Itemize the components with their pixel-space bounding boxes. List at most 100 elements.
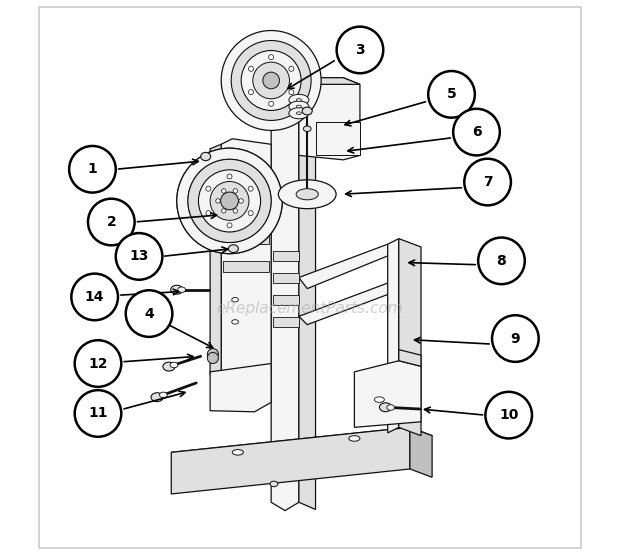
Ellipse shape <box>374 397 384 402</box>
Text: 11: 11 <box>88 406 108 421</box>
Ellipse shape <box>206 186 211 191</box>
Polygon shape <box>171 427 432 461</box>
Ellipse shape <box>289 101 309 112</box>
Ellipse shape <box>221 192 239 210</box>
Polygon shape <box>399 239 421 436</box>
Ellipse shape <box>278 180 336 209</box>
Ellipse shape <box>303 126 311 132</box>
Ellipse shape <box>241 51 301 110</box>
Ellipse shape <box>296 99 301 101</box>
Text: 5: 5 <box>446 87 456 102</box>
Circle shape <box>464 159 511 205</box>
Ellipse shape <box>289 108 309 119</box>
Ellipse shape <box>232 450 244 455</box>
Ellipse shape <box>349 436 360 441</box>
Ellipse shape <box>188 159 271 243</box>
Ellipse shape <box>178 287 185 292</box>
Polygon shape <box>171 427 410 494</box>
Polygon shape <box>210 144 221 375</box>
Ellipse shape <box>270 481 278 487</box>
Text: 14: 14 <box>85 290 104 304</box>
Circle shape <box>207 352 218 364</box>
Ellipse shape <box>268 101 273 107</box>
Ellipse shape <box>221 193 238 209</box>
Ellipse shape <box>249 89 254 94</box>
Circle shape <box>492 315 539 362</box>
Polygon shape <box>273 317 299 327</box>
Ellipse shape <box>210 181 249 220</box>
Polygon shape <box>223 233 270 244</box>
Text: 9: 9 <box>510 331 520 346</box>
Polygon shape <box>299 78 360 160</box>
Ellipse shape <box>263 72 280 89</box>
Ellipse shape <box>201 152 211 161</box>
Polygon shape <box>271 61 299 511</box>
Text: 7: 7 <box>483 175 492 189</box>
Circle shape <box>207 349 218 360</box>
Polygon shape <box>299 78 360 84</box>
Polygon shape <box>299 61 316 509</box>
Text: 13: 13 <box>130 249 149 264</box>
Polygon shape <box>388 239 399 433</box>
Ellipse shape <box>227 174 232 179</box>
Text: 3: 3 <box>355 43 365 57</box>
Ellipse shape <box>233 189 237 193</box>
Ellipse shape <box>228 245 239 253</box>
Ellipse shape <box>253 62 290 99</box>
Circle shape <box>453 109 500 155</box>
Polygon shape <box>316 122 360 155</box>
Text: 8: 8 <box>497 254 507 268</box>
Ellipse shape <box>159 392 167 398</box>
Polygon shape <box>221 139 271 377</box>
Ellipse shape <box>198 170 260 232</box>
Ellipse shape <box>239 199 243 203</box>
Ellipse shape <box>232 297 239 302</box>
Polygon shape <box>399 350 421 366</box>
Text: 12: 12 <box>88 356 108 371</box>
Ellipse shape <box>379 403 392 412</box>
Circle shape <box>478 238 525 284</box>
Text: 4: 4 <box>144 306 154 321</box>
Ellipse shape <box>177 148 282 254</box>
Polygon shape <box>355 361 421 427</box>
Circle shape <box>116 233 162 280</box>
Ellipse shape <box>296 112 301 114</box>
Ellipse shape <box>163 362 175 371</box>
Circle shape <box>69 146 116 193</box>
Text: 2: 2 <box>107 215 116 229</box>
Ellipse shape <box>177 148 282 254</box>
Ellipse shape <box>170 285 183 294</box>
Circle shape <box>337 27 383 73</box>
Polygon shape <box>210 364 271 412</box>
Ellipse shape <box>296 189 318 200</box>
Circle shape <box>485 392 532 438</box>
Ellipse shape <box>248 186 253 191</box>
Polygon shape <box>410 427 432 477</box>
Polygon shape <box>273 295 299 305</box>
Ellipse shape <box>206 210 211 215</box>
Ellipse shape <box>248 210 253 215</box>
Ellipse shape <box>212 183 247 219</box>
Ellipse shape <box>289 89 294 94</box>
Ellipse shape <box>151 393 163 402</box>
Circle shape <box>74 390 122 437</box>
Circle shape <box>71 274 118 320</box>
Ellipse shape <box>249 66 254 72</box>
Polygon shape <box>273 273 299 283</box>
Polygon shape <box>223 261 270 272</box>
Ellipse shape <box>289 94 309 105</box>
Circle shape <box>88 199 135 245</box>
Ellipse shape <box>188 159 271 243</box>
Ellipse shape <box>296 105 301 108</box>
Ellipse shape <box>216 199 220 203</box>
Ellipse shape <box>233 209 237 213</box>
Ellipse shape <box>231 41 311 120</box>
Text: 6: 6 <box>472 125 481 139</box>
Text: eReplacementParts.com: eReplacementParts.com <box>216 300 404 316</box>
Polygon shape <box>299 244 396 289</box>
Circle shape <box>428 71 475 118</box>
Ellipse shape <box>199 170 260 231</box>
Text: 10: 10 <box>499 408 518 422</box>
Ellipse shape <box>232 320 239 324</box>
Ellipse shape <box>302 107 312 115</box>
